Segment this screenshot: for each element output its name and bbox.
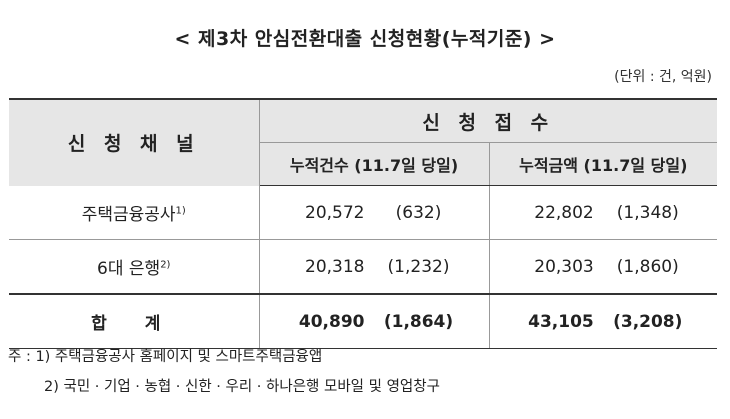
channel-cell: 주택금융공사1)	[9, 185, 260, 240]
footnote-marker: 1)	[175, 205, 186, 217]
table-header-row: 신 청 채 널 신 청 접 수	[9, 99, 718, 186]
total-label: 합 계	[9, 293, 260, 349]
total-count-day-value: (1,864)	[383, 311, 454, 332]
table-subheader-row: 누적건수 (11.7일 당일) 누적금액 (11.7일 당일)	[9, 142, 718, 186]
footnote-1: 주 : 1) 주택금융공사 홈페이지 및 스마트주택금융앱	[8, 349, 323, 365]
header-amount: 누적금액 (11.7일 당일)	[488, 142, 718, 186]
total-amount-day-value: (3,208)	[613, 311, 683, 332]
footnote-marker: 2)	[160, 259, 171, 271]
count-value: 20,572	[305, 202, 365, 223]
amount-day-value: (1,860)	[616, 256, 679, 277]
channel-label: 주택금융공사	[81, 204, 176, 225]
amount-cell: 20,303 (1,860)	[488, 239, 718, 295]
page-title: < 제3차 안심전환대출 신청현황(누적기준) >	[174, 28, 556, 50]
unit-label: (단위 : 건, 억원)	[614, 69, 712, 85]
header-count: 누적건수 (11.7일 당일)	[259, 142, 490, 186]
table-row: 6대 은행2) 20,318 (1,232) 20,303 (1,860)	[9, 239, 718, 295]
table-row: 주택금융공사1) 20,572 (632) 22,802 (1,348)	[9, 185, 718, 240]
amount-day-value: (1,348)	[616, 202, 679, 223]
header-received: 신 청 접 수	[258, 99, 718, 143]
application-status-table: 신 청 채 널 신 청 접 수 누적건수 (11.7일 당일) 누적금액 (11…	[9, 98, 718, 349]
footnote-2: 2) 국민 · 기업 · 농협 · 신한 · 우리 · 하나은행 모바일 및 영…	[44, 379, 440, 395]
count-cell: 20,572 (632)	[258, 185, 490, 240]
total-count-value: 40,890	[298, 311, 365, 332]
channel-cell: 6대 은행2)	[9, 239, 260, 295]
total-amount-value: 43,105	[528, 311, 594, 332]
count-day-value: (1,232)	[387, 256, 450, 277]
total-count-cell: 40,890 (1,864)	[258, 293, 490, 349]
amount-value: 20,303	[534, 256, 594, 277]
count-value: 20,318	[305, 256, 365, 277]
total-amount-cell: 43,105 (3,208)	[488, 293, 718, 349]
header-channel: 신 청 채 널	[9, 99, 260, 186]
table-total-row: 합 계 40,890 (1,864) 43,105 (3,208)	[9, 293, 718, 349]
channel-label: 6대 은행	[97, 259, 161, 279]
count-cell: 20,318 (1,232)	[258, 239, 490, 295]
amount-cell: 22,802 (1,348)	[488, 185, 718, 240]
count-day-value: (632)	[395, 202, 442, 223]
amount-value: 22,802	[534, 202, 594, 223]
